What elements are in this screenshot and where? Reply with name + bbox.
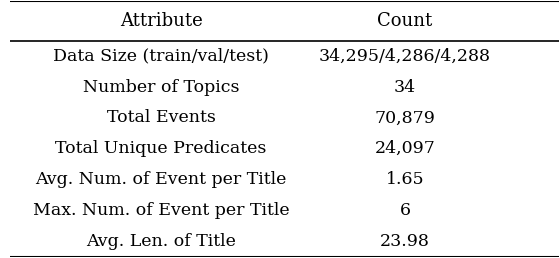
Text: 23.98: 23.98	[380, 233, 430, 250]
Text: 6: 6	[400, 202, 410, 219]
Text: Count: Count	[377, 12, 433, 30]
Text: 34,295/4,286/4,288: 34,295/4,286/4,288	[319, 48, 491, 65]
Text: 1.65: 1.65	[386, 171, 424, 188]
Text: Max. Num. of Event per Title: Max. Num. of Event per Title	[33, 202, 290, 219]
Text: Avg. Num. of Event per Title: Avg. Num. of Event per Title	[35, 171, 287, 188]
Text: Avg. Len. of Title: Avg. Len. of Title	[86, 233, 236, 250]
Text: 70,879: 70,879	[375, 109, 436, 126]
Text: Number of Topics: Number of Topics	[83, 79, 239, 96]
Text: Total Events: Total Events	[107, 109, 216, 126]
Text: 34: 34	[394, 79, 416, 96]
Text: Total Unique Predicates: Total Unique Predicates	[55, 140, 267, 157]
Text: Data Size (train/val/test): Data Size (train/val/test)	[53, 48, 269, 65]
Text: 24,097: 24,097	[375, 140, 436, 157]
Text: Attribute: Attribute	[120, 12, 203, 30]
